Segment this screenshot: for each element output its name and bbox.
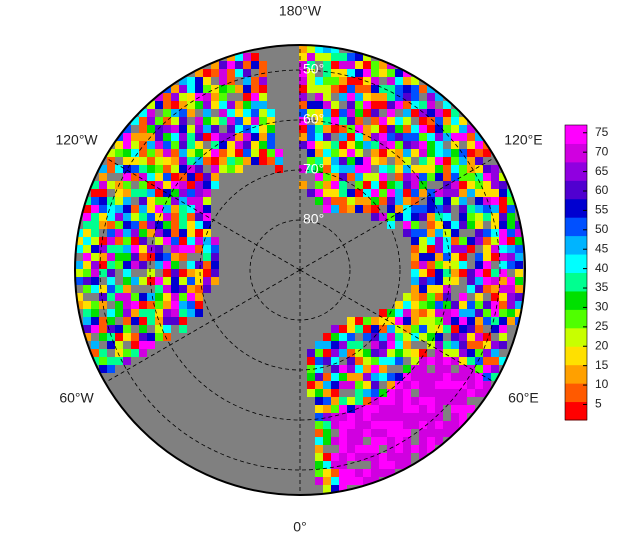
longitude-label: 60°E <box>508 390 539 406</box>
colorbar-tick-label: 25 <box>595 319 609 333</box>
colorbar-tick-label: 30 <box>595 300 609 314</box>
colorbar-swatch <box>565 309 587 329</box>
colorbar-swatch <box>565 161 587 181</box>
colorbar-tick-label: 60 <box>595 183 609 197</box>
colorbar-tick-label: 70 <box>595 144 609 158</box>
colorbar: 5 10 15 20 25 30 35 40 45 50 55 60 65 70 75 <box>564 124 609 421</box>
colorbar-swatch <box>565 383 587 403</box>
longitude-label: 60°W <box>59 390 94 406</box>
longitude-label: 0° <box>293 519 306 535</box>
colorbar-swatch <box>565 254 587 273</box>
latitude-circle <box>149 119 451 421</box>
map-border <box>74 44 526 496</box>
colorbar-swatch <box>565 401 587 421</box>
latitude-label: 50° <box>303 61 324 77</box>
colorbar-tick-label: 50 <box>595 222 609 236</box>
colorbar-tick-label: 35 <box>595 280 609 294</box>
meridian <box>104 157 301 271</box>
longitude-label: 180°W <box>279 3 322 19</box>
meridian <box>299 269 496 383</box>
colorbar-swatch <box>565 125 587 144</box>
colorbar-swatch <box>565 180 587 200</box>
colorbar-swatch <box>565 235 587 255</box>
colorbar-frame <box>564 124 588 421</box>
colorbar-tick-label: 5 <box>595 397 602 411</box>
latitude-circle <box>99 69 501 471</box>
data-texture <box>75 45 523 493</box>
graticule: 50° 60° 70° 80° <box>99 45 501 495</box>
colorbar-swatch <box>565 217 587 237</box>
meridian <box>104 269 301 383</box>
colorbar-tick-label: 55 <box>595 203 609 217</box>
latitude-label: 60° <box>303 111 324 127</box>
colorbar-tick-label: 10 <box>595 377 609 391</box>
colorbar-swatch <box>565 290 587 310</box>
longitude-label: 120°W <box>55 132 98 148</box>
latitude-label: 80° <box>303 211 324 227</box>
colorbar-swatch <box>565 327 587 347</box>
colorbar-swatch <box>565 364 587 384</box>
colorbar-swatch <box>565 198 587 218</box>
longitude-label: 120°E <box>504 132 542 148</box>
colorbar-tick-label: 65 <box>595 164 609 178</box>
colorbar-tick-label: 20 <box>595 338 609 352</box>
colorbar-tick-label: 75 <box>595 125 609 139</box>
colorbar-tick-label: 40 <box>595 261 609 275</box>
colorbar-swatch <box>565 143 587 163</box>
latitude-label: 70° <box>303 161 324 177</box>
colorbar-tick-label: 15 <box>595 358 609 372</box>
colorbar-tick-label: 45 <box>595 241 609 255</box>
meridian <box>299 157 496 271</box>
colorbar-swatch <box>565 346 587 366</box>
colorbar-swatch <box>565 272 587 292</box>
